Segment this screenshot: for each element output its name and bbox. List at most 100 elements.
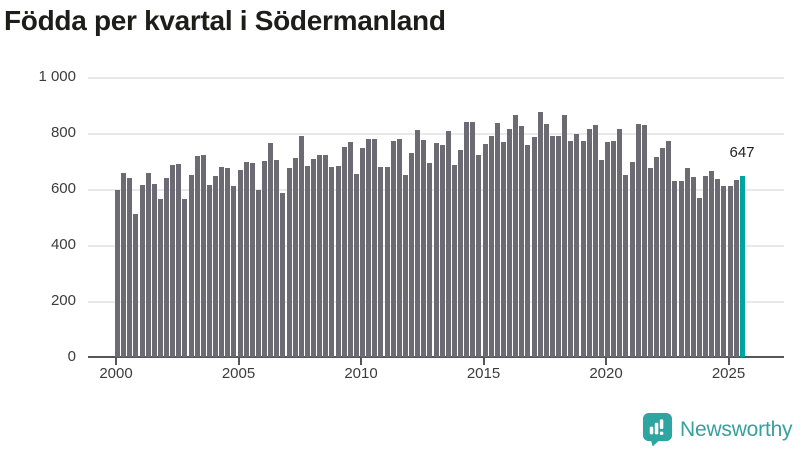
bar-2004-Q2 [219,167,225,357]
bar-2013-Q4 [451,165,457,357]
bar-2008-Q2 [317,155,323,357]
bar-2002-Q3 [176,163,182,357]
newsworthy-logo-text: Newsworthy [680,417,793,441]
y-tick-label-600: 600 [50,180,76,197]
bar-2002-Q1 [164,177,169,357]
bar-2020-Q1 [605,142,610,357]
bar-2005-Q3 [249,163,255,357]
bar-2014-Q2 [464,121,470,357]
bar-2002-Q2 [170,164,176,357]
bar-2008-Q3 [323,155,329,357]
bar-2001-Q3 [151,183,157,357]
x-tick-2010 [360,358,362,365]
bar-2005-Q1 [237,169,243,357]
bar-2012-Q2 [415,130,421,357]
bar-2001-Q2 [145,173,151,357]
bar-2009-Q3 [347,142,353,357]
bar-2012-Q1 [409,153,414,357]
x-tick-2005 [237,358,240,365]
newsworthy-logo[interactable]: Newsworthy [642,412,793,447]
bar-2018-Q4 [574,133,580,357]
bar-2022-Q3 [666,141,672,357]
bar-2001-Q1 [139,184,145,357]
bar-2015-Q1 [482,143,488,357]
bar-2014-Q4 [476,154,482,357]
bar-2025-Q3-highlighted [739,175,745,357]
bar-2019-Q4 [598,159,604,357]
bar-2004-Q4 [231,186,237,357]
bar-2003-Q1 [188,175,194,357]
bar-2021-Q3 [641,125,647,357]
bar-2024-Q2 [709,170,715,357]
bar-2004-Q1 [213,176,218,357]
bar-2024-Q3 [715,178,721,357]
bar-2007-Q2 [292,158,298,357]
bar-2014-Q3 [470,122,476,357]
y-tick-label-800: 800 [50,124,76,141]
bar-2024-Q4 [721,186,727,357]
bar-2006-Q1 [262,161,267,357]
bar-2016-Q1 [507,128,512,357]
bar-2017-Q3 [543,123,549,357]
bar-2016-Q2 [513,114,519,357]
bar-2019-Q3 [592,124,598,357]
bar-2008-Q1 [311,159,316,357]
bar-2000-Q3 [127,177,133,357]
y-tick-label-0: 0 [67,348,76,365]
bar-2020-Q3 [617,128,623,357]
bar-2006-Q4 [280,192,286,357]
bar-2023-Q3 [690,176,696,357]
bar-2005-Q4 [255,190,261,357]
bar-2000-Q4 [133,213,139,357]
bar-2008-Q4 [329,167,335,357]
x-tick-label-2000: 2000 [99,365,133,382]
bar-2013-Q3 [445,131,451,357]
y-tick-label-200: 200 [50,292,76,309]
bar-2017-Q1 [531,137,537,357]
bar-2013-Q2 [439,145,445,357]
chart-title: Födda per kvartal i Södermanland [4,5,446,36]
x-tick-label-2020: 2020 [589,365,623,382]
x-axis-line [88,356,784,358]
bar-2021-Q1 [629,162,635,357]
bar-2022-Q2 [660,147,666,357]
bar-2009-Q4 [353,173,359,357]
y-tick-label-400: 400 [50,236,76,253]
bar-2011-Q4 [402,175,408,357]
bar-2007-Q4 [304,166,310,357]
bar-2010-Q3 [372,138,378,357]
bar-2004-Q3 [225,167,231,357]
bar-2015-Q2 [488,135,494,357]
newsworthy-bar-chart-bubble-icon [642,413,673,447]
bar-2010-Q4 [378,166,384,357]
bar-2009-Q2 [341,147,347,357]
bar-2019-Q1 [580,141,586,357]
bar-2011-Q2 [390,141,396,357]
bar-2017-Q2 [537,112,543,357]
x-tick-label-2010: 2010 [344,365,378,382]
x-tick-label-2025: 2025 [711,365,746,382]
x-tick-2000 [115,358,117,365]
bar-2025-Q2 [733,180,739,357]
bar-2018-Q1 [556,135,561,357]
bar-2023-Q1 [678,181,684,357]
bar-2003-Q3 [200,155,206,357]
bar-2018-Q2 [562,115,568,357]
bar-2001-Q4 [157,198,163,357]
bar-2012-Q3 [421,140,427,357]
x-tick-label-2005: 2005 [221,365,256,382]
bar-2014-Q1 [458,149,463,357]
bar-2006-Q2 [268,142,274,357]
bar-2010-Q2 [366,138,372,357]
bar-2011-Q1 [384,166,390,357]
bar-2015-Q3 [494,123,500,357]
bar-2021-Q2 [635,123,641,357]
bar-2025-Q1 [727,186,733,357]
bar-2019-Q2 [586,128,592,357]
bar-2017-Q4 [549,135,555,357]
bar-2018-Q3 [568,141,574,357]
bar-2005-Q2 [243,162,249,357]
gridline-800 [88,133,784,135]
highlight-value-label: 647 [729,144,755,161]
